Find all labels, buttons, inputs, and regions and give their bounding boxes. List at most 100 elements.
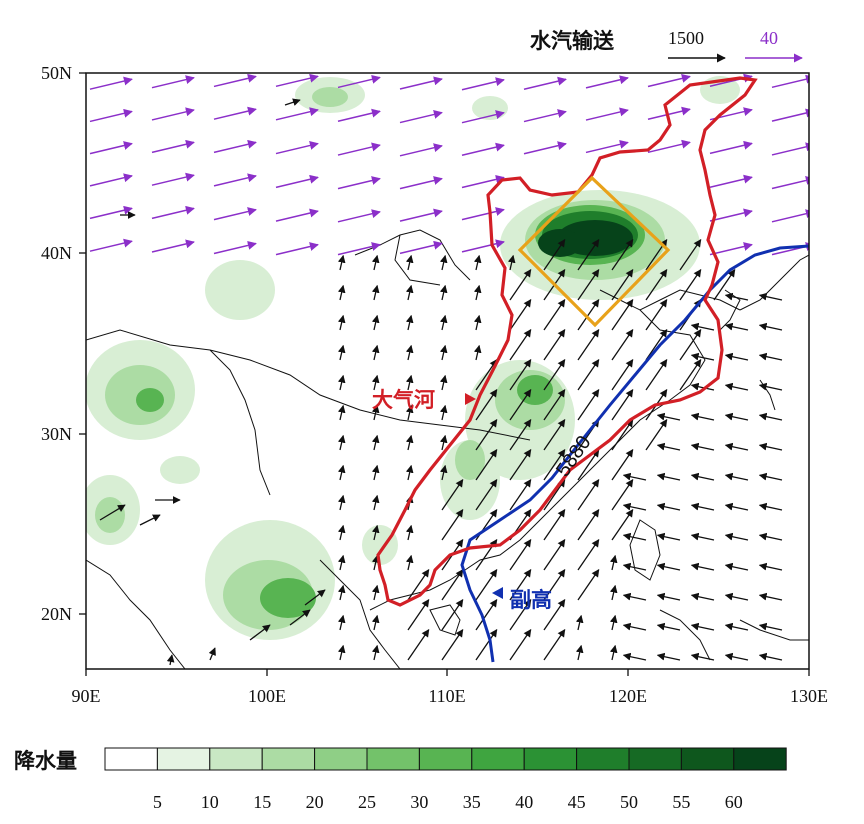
black-vector [371,464,380,481]
black-vector-reference: 1500 [668,28,704,48]
purple-vector [399,176,443,190]
black-vector [371,434,380,451]
black-vector [371,644,380,661]
black-vector [577,298,600,331]
black-vector [371,374,380,391]
black-vector [439,464,448,481]
colorbar-cell [523,747,578,771]
black-vector [690,652,715,661]
purple-vector [89,108,133,123]
black-vector [690,352,715,361]
colorbar-cell [680,747,735,771]
black-vector [645,298,668,331]
lat-label-40n: 40N [41,243,72,263]
black-vector [543,238,566,271]
colorbar-cells [104,747,787,771]
black-vector [473,314,482,331]
black-vector [543,628,566,661]
black-vector [645,328,668,361]
black-vector [371,524,380,541]
black-vector [611,268,634,301]
purple-vector [337,74,381,89]
black-vector [543,538,566,571]
black-vector [99,504,126,521]
purple-vector [771,142,809,156]
colorbar-cell [261,747,316,771]
black-vector [758,652,783,661]
purple-vector [771,176,809,190]
purple-vector [151,172,195,186]
lat-label-30n: 30N [41,424,72,444]
vector-legend: 水汽输送 1500 40 [530,28,803,63]
colorbar-title: 降水量 [14,749,77,773]
black-vector [724,562,749,571]
lon-label-90e: 90E [72,686,101,706]
purple-vector [461,77,505,91]
black-vector [645,358,668,391]
black-vector [441,478,464,511]
black-vector [690,412,715,421]
colorbar-label: 55 [672,792,690,812]
atmospheric-river-outline [376,76,758,607]
colorbar-label: 20 [306,792,324,812]
black-vector [509,328,532,361]
purple-vector [523,109,567,123]
black-vector [611,358,634,391]
black-vector [543,388,566,421]
colorbar-cell [366,747,420,771]
black-vector [656,502,681,511]
black-vector [371,314,380,331]
purple-vector [585,139,629,154]
purple-vector [213,73,257,88]
black-vector [575,644,584,661]
purple-vector [399,240,443,255]
black-vector [758,562,783,571]
black-vector [509,598,532,631]
purple-vector [337,242,381,256]
black-vector [656,412,681,421]
purple-vector [585,75,629,89]
black-vector [405,254,414,271]
purple-vector [213,106,257,120]
purple-vector [399,208,443,222]
black-vector [441,568,464,601]
black-vector [371,554,380,571]
black-vector [577,358,600,391]
purple-vector [523,76,567,91]
colorbar-label: 5 [153,792,162,812]
black-vector [405,344,414,361]
coastlines-and-borders [86,229,809,669]
black-vector [611,388,634,421]
vector-legend-title: 水汽输送 [530,29,615,53]
black-vector [289,609,311,626]
black-vector [577,508,600,541]
purple-vector [337,108,381,123]
purple-vector [461,142,505,156]
black-vector [439,374,448,391]
colorbar-cell [156,747,211,771]
black-vector [509,538,532,571]
black-vector [337,284,346,301]
black-vector [304,589,326,606]
black-vector [405,464,414,481]
atmospheric-river-pointer-icon [465,393,476,405]
black-vector [609,614,618,631]
black-vector [577,478,600,511]
black-vector [543,478,566,511]
purple-vector [399,76,443,90]
purple-vector [771,74,809,89]
black-vector [439,254,448,271]
purple-vector [275,174,319,189]
purple-vector [275,208,319,222]
lat-label-20n: 20N [41,604,72,624]
purple-vector [89,238,133,252]
black-vector [509,418,532,451]
black-vector [543,328,566,361]
black-vector [690,472,715,481]
purple-vector [275,141,319,155]
black-vector [758,622,783,631]
black-vector [622,502,647,511]
black-vector [337,404,346,421]
purple-vector [151,205,195,220]
